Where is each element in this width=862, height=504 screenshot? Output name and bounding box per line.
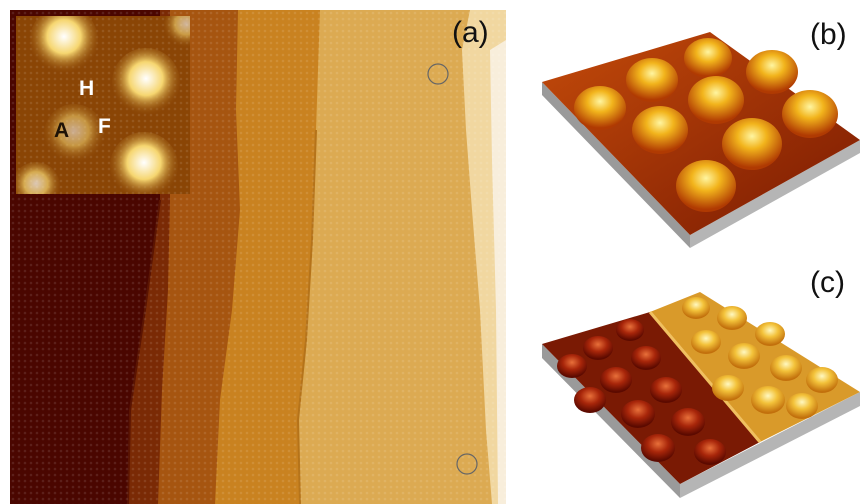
site-label-a: A xyxy=(54,119,70,142)
surface-3d-c xyxy=(542,292,860,498)
stm-terrace-image xyxy=(10,10,506,504)
site-label-h: H xyxy=(79,77,95,100)
panel-label-a: (a) xyxy=(452,16,489,49)
inset-image: H A F xyxy=(16,16,190,194)
panel-b-3d-render: (b) xyxy=(520,0,862,250)
marker-circle xyxy=(427,63,449,85)
surface-3d-b xyxy=(542,32,860,248)
panel-c-3d-render: (c) xyxy=(520,252,862,504)
panel-label-b: (b) xyxy=(810,18,847,51)
marker-circle xyxy=(456,453,478,475)
site-label-f: F xyxy=(98,115,111,138)
inset-moire-image xyxy=(16,16,190,194)
panel-label-c: (c) xyxy=(810,266,845,299)
panel-a-stm-image: H A F (a) xyxy=(10,10,506,504)
